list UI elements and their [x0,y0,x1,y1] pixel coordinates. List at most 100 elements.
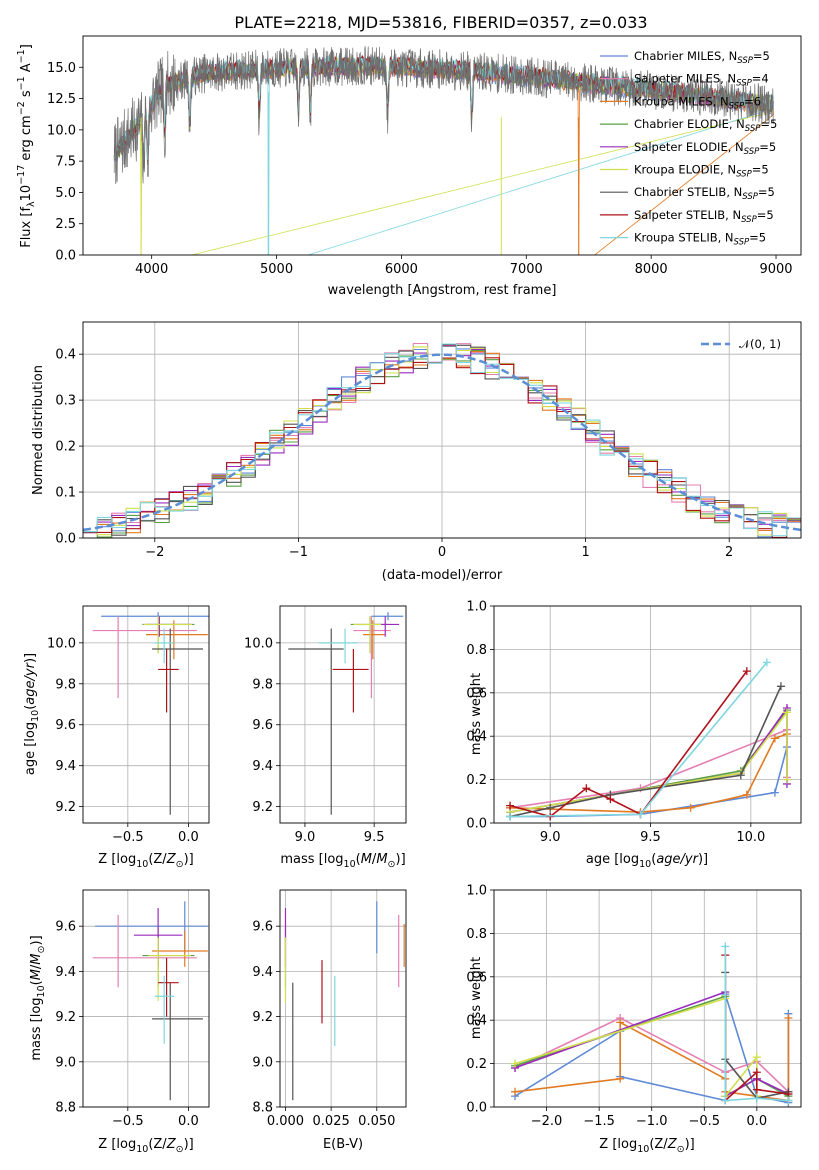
y-tick-label: 0.2 [55,440,76,455]
panel-3: 9.0 9.5 9.2 9.4 9.6 9.8 10.0 [244,605,407,845]
y-tick-label: 9.4 [252,759,273,774]
y-tick-label: 10.0 [47,123,76,138]
x-tick-label: 0.050 [358,1114,395,1129]
panel-6: 0.000 0.025 0.050 8.8 9.0 9.2 9.4 9.6 [252,889,407,1129]
data-point [742,790,751,799]
axes-frame [279,605,407,824]
panel-7: −2.0 −1.5 −1.0 −0.5 0.0 0.0 0.2 0.4 0.6 0.8 1.0 [466,884,802,1129]
data-point [782,708,791,717]
x-tick-label: 6000 [385,262,418,277]
data-point [784,1096,793,1105]
y-tick-label: 7.5 [55,155,76,170]
y-tick-label: 1.0 [466,884,487,899]
data-point [721,942,730,951]
legend-label: Chabrier ELODIE, NSSP=5 [634,117,777,134]
y-tick-label: 2.5 [55,217,76,232]
y-tick-label: 0.2 [466,1057,487,1072]
y-tick-label: 9.2 [252,800,273,815]
y-axis-label: age [log10(age/yr)] [23,653,41,775]
y-tick-label: 9.8 [252,677,273,692]
x-tick-label: 7000 [510,262,543,277]
data-point [636,810,645,819]
chart-title: PLATE=2218, MJD=53816, FIBERID=0357, z=0… [234,13,647,32]
y-tick-label: 9.6 [55,920,76,935]
panel-2: −0.5 0.0 9.2 9.4 9.6 9.8 10.0 [47,605,210,845]
x-axis-label: Z [log10(Z/Z⊙)] [98,852,193,870]
data-point [506,812,515,821]
data-point [721,1096,730,1105]
y-tick-label: 0.4 [466,730,487,745]
x-axis-label: mass [log10(M/M⊙)] [280,852,405,870]
x-tick-label: −2 [145,545,164,560]
observed-spectrum [113,46,774,185]
y-tick-label: 15.0 [47,61,76,76]
legend-label: Salpeter STELIB, NSSP=5 [634,208,774,225]
y-tick-label: 0.1 [55,486,76,501]
x-tick-label: 0.000 [267,1114,304,1129]
y-tick-label: 0.0 [55,249,76,264]
data-point [770,734,779,743]
y-axis-label: mass [log10(M/M⊙)] [29,935,47,1060]
y-tick-label: 1.0 [466,600,487,615]
x-tick-label: 1 [581,545,589,560]
series-line-kroupa-stelib [510,661,768,818]
x-tick-label: 2 [725,545,733,560]
y-tick-label: 9.4 [55,965,76,980]
panel-4: 9.0 9.5 10.0 0.0 0.2 0.4 0.6 0.8 1.0 [466,600,802,845]
plot-area [83,342,801,538]
x-axis-label: (data-model)/error [382,568,503,583]
y-tick-label: 0.6 [466,686,487,701]
y-tick-label: 9.0 [55,1055,76,1070]
y-tick-label: 0.3 [55,394,76,409]
series-line-salpeter-elodie [509,705,788,813]
y-axis-label: Normed distribution [31,365,46,495]
y-axis-label: mass weight [469,957,484,1039]
legend-label: Kroupa STELIB, NSSP=5 [634,231,766,248]
x-axis-label: age [log10(age/yr)] [586,852,708,870]
data-point [762,658,771,667]
x-tick-label: −1 [289,545,308,560]
y-tick-label: 0.6 [466,970,487,985]
series-line-kroupa-elodie [514,997,758,1099]
axes-frame [82,889,210,1108]
y-tick-label: 0.0 [466,817,487,832]
y-tick-label: 10.0 [47,636,76,651]
x-tick-label: 9000 [759,262,792,277]
y-tick-label: 9.4 [55,759,76,774]
data-point [782,775,791,784]
y-tick-label: 10.0 [244,636,273,651]
y-tick-label: 9.6 [252,718,273,733]
data-point [506,801,515,810]
axes-frame [493,889,802,1108]
x-tick-label: −2.0 [531,1114,563,1129]
y-axis-label: Flux [fλ10−17 erg cm−2 s−1 A−1] [16,44,37,248]
data-point [616,1018,625,1027]
x-axis-label: Z [log10(Z/Z⊙)] [599,1137,694,1155]
plot-area [92,901,208,1101]
plot-area [506,658,791,821]
y-tick-label: 9.6 [55,718,76,733]
x-tick-label: 4000 [135,262,168,277]
y-axis-label: mass weight [469,673,484,755]
y-tick-label: 0.4 [466,1014,487,1029]
x-tick-label: 5000 [260,262,293,277]
legend-label: Chabrier MILES, NSSP=5 [634,49,770,66]
x-axis-label: Z [log10(Z/Z⊙)] [98,1137,193,1155]
plot-area [92,612,209,815]
data-point [752,1094,761,1103]
legend-label: Kroupa ELODIE, NSSP=5 [634,163,769,180]
normal-curve [83,353,801,532]
x-tick-label: 9.5 [640,830,661,845]
x-axis-label: E(B-V) [323,1137,363,1152]
data-point [776,682,785,691]
y-tick-label: 5.0 [55,186,76,201]
x-tick-label: 9.0 [295,830,316,845]
axes-frame [82,321,802,539]
x-tick-label: 0.0 [746,1114,767,1129]
y-tick-label: 9.4 [252,965,273,980]
y-tick-label: 9.2 [55,1010,76,1025]
x-tick-label: −0.5 [112,830,144,845]
x-tick-label: −1.5 [583,1114,615,1129]
data-point [606,795,615,804]
x-tick-label: 0.0 [178,830,199,845]
